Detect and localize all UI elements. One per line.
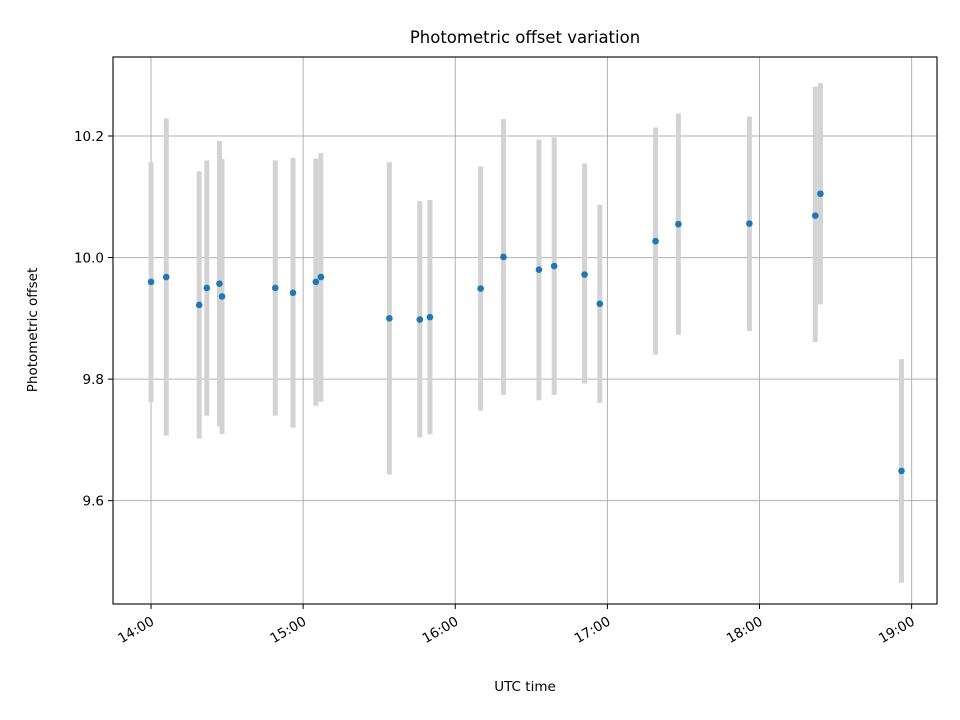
- x-tick-label: 15:00: [267, 614, 309, 647]
- data-point: [426, 313, 434, 321]
- y-tick-label: 10.0: [74, 251, 104, 267]
- data-point: [812, 212, 819, 219]
- plot-frame: [112, 56, 938, 605]
- data-point: [271, 284, 279, 292]
- data-point: [216, 280, 223, 288]
- data-point: [652, 237, 659, 245]
- data-point: [581, 271, 588, 278]
- data-point: [817, 190, 824, 198]
- data-point: [550, 262, 558, 270]
- x-tick-label: 17:00: [572, 614, 614, 647]
- data-point: [203, 284, 211, 292]
- y-tick-label: 9.8: [83, 372, 104, 388]
- x-tick-label: 14:00: [115, 614, 157, 647]
- y-tick-label: 10.2: [74, 129, 104, 145]
- grid: [113, 57, 937, 604]
- data-point: [596, 300, 604, 308]
- x-axis-label: UTC time: [494, 679, 556, 695]
- error-bars: [148, 83, 905, 583]
- data-point: [386, 315, 393, 322]
- data-point: [312, 278, 320, 286]
- data-point: [289, 289, 297, 297]
- data-point: [317, 273, 325, 281]
- data-point: [147, 278, 155, 286]
- data-point: [746, 220, 753, 227]
- data-point: [675, 220, 682, 228]
- x-tick-label: 16:00: [420, 614, 462, 647]
- x-tick-label: 18:00: [724, 614, 766, 647]
- data-point: [195, 301, 203, 309]
- data-point: [162, 273, 170, 281]
- data-point: [500, 253, 507, 261]
- data-point: [477, 285, 484, 292]
- data-point: [898, 467, 905, 475]
- data-point: [535, 266, 543, 274]
- data-point: [218, 293, 226, 300]
- x-tick-label: 19:00: [876, 614, 918, 647]
- y-axis-label: Photometric offset: [25, 268, 41, 392]
- chart-title: Photometric offset variation: [410, 28, 640, 47]
- y-tick-label: 9.6: [83, 494, 104, 510]
- data-points: [147, 190, 905, 475]
- data-point: [416, 316, 424, 323]
